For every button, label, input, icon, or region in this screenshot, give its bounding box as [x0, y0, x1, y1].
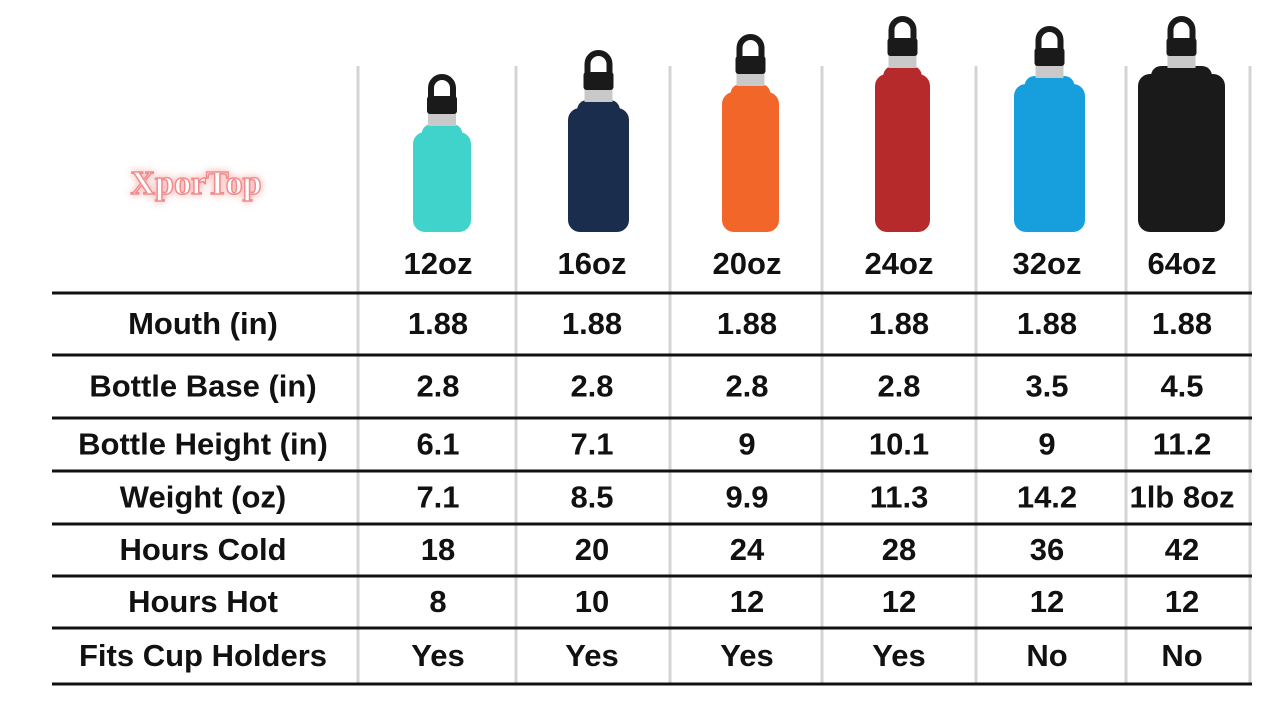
column-header: 12oz — [404, 246, 473, 281]
bottle-handle — [736, 34, 765, 58]
cell-value: 1.88 — [717, 306, 777, 341]
cell-value: 36 — [1030, 532, 1064, 567]
cell-value: 9 — [1038, 427, 1055, 462]
bottle-cap — [427, 96, 457, 114]
bottle-handle — [428, 74, 456, 98]
bottle — [1014, 26, 1085, 232]
column-header: 20oz — [713, 246, 782, 281]
bottle — [413, 74, 471, 232]
cell-value: 12 — [730, 584, 764, 619]
cell-value: 2.8 — [416, 369, 459, 404]
bottle — [568, 50, 629, 232]
cell-value: 8.5 — [570, 480, 613, 515]
cell-value: 4.5 — [1160, 369, 1203, 404]
cell-value: 14.2 — [1017, 480, 1077, 515]
bottle-collar — [584, 88, 613, 102]
cell-value: 10.1 — [869, 427, 929, 462]
watermark: XporTop — [130, 165, 261, 202]
column-header: 32oz — [1013, 246, 1082, 281]
cell-value: 6.1 — [416, 427, 459, 462]
column-header: 16oz — [558, 246, 627, 281]
cell-value: No — [1161, 638, 1202, 673]
bottle — [1138, 16, 1225, 232]
bottle-collar — [888, 54, 917, 68]
bottle-collar — [1035, 64, 1064, 78]
cell-value: 11.3 — [870, 480, 929, 515]
bottle-cap — [1166, 38, 1197, 56]
cell-value: 10 — [575, 584, 609, 619]
bottle-body — [1014, 84, 1085, 232]
bottle — [875, 16, 930, 232]
bottle-body — [722, 92, 779, 232]
table-lines — [52, 66, 1252, 686]
bottle-shoulder — [730, 84, 771, 106]
cell-value: 9 — [738, 427, 755, 462]
cell-value: 12 — [1030, 584, 1064, 619]
bottle-body — [413, 132, 471, 232]
bottle-body — [875, 74, 930, 232]
bottle-body — [1138, 74, 1225, 232]
row-label: Hours Cold — [119, 532, 286, 567]
cell-value: 1.88 — [562, 306, 622, 341]
cell-value: 42 — [1165, 532, 1199, 567]
bottle-shoulder — [1151, 66, 1212, 88]
table-cells: 12oz 16oz 20oz 24oz 32oz 64oz Mouth (in) 1.88 1.… — [78, 246, 1234, 673]
cell-value: 8 — [429, 584, 446, 619]
row-label: Hours Hot — [128, 584, 278, 619]
cell-value: 12 — [1165, 584, 1199, 619]
cell-value: 1.88 — [1152, 306, 1212, 341]
bottle — [722, 34, 779, 232]
bottle-body — [568, 108, 629, 232]
bottle-shoulder — [577, 100, 620, 122]
bottle-images — [413, 16, 1225, 232]
bottle-handle — [584, 50, 613, 74]
column-header: 24oz — [865, 246, 934, 281]
bottle-shoulder — [1024, 76, 1075, 98]
bottle-cap — [583, 72, 614, 90]
cell-value: 20 — [575, 532, 609, 567]
cell-value: 2.8 — [877, 369, 920, 404]
cell-value: Yes — [720, 638, 773, 673]
bottle-collar — [428, 112, 456, 126]
row-label: Mouth (in) — [128, 306, 278, 341]
bottle-collar — [736, 72, 765, 86]
bottle-collar — [1167, 54, 1196, 68]
bottle-cap — [735, 56, 766, 74]
bottle-shoulder — [883, 66, 922, 88]
row-label: Bottle Base (in) — [89, 369, 316, 404]
column-header: 64oz — [1148, 246, 1217, 281]
bottle-handle — [888, 16, 917, 40]
cell-value: 12 — [882, 584, 916, 619]
cell-value: Yes — [565, 638, 618, 673]
cell-value: 1.88 — [1017, 306, 1077, 341]
row-label: Bottle Height (in) — [78, 427, 328, 462]
bottle-cap — [887, 38, 918, 56]
cell-value: 18 — [421, 532, 455, 567]
cell-value: 7.1 — [416, 480, 459, 515]
cell-value: No — [1026, 638, 1067, 673]
row-label: Weight (oz) — [120, 480, 286, 515]
cell-value: 1lb 8oz — [1129, 480, 1234, 515]
cell-value: 7.1 — [570, 427, 613, 462]
cell-value: Yes — [872, 638, 925, 673]
cell-value: 1.88 — [408, 306, 468, 341]
cell-value: 2.8 — [570, 369, 613, 404]
row-label: Fits Cup Holders — [79, 638, 327, 673]
bottle-handle — [1035, 26, 1064, 50]
cell-value: Yes — [411, 638, 464, 673]
bottle-shoulder — [421, 124, 463, 146]
cell-value: 9.9 — [725, 480, 768, 515]
cell-value: 2.8 — [725, 369, 768, 404]
cell-value: 28 — [882, 532, 916, 567]
cell-value: 3.5 — [1025, 369, 1068, 404]
bottle-handle — [1167, 16, 1196, 40]
cell-value: 11.2 — [1153, 427, 1212, 462]
cell-value: 24 — [730, 532, 765, 567]
cell-value: 1.88 — [869, 306, 929, 341]
bottle-cap — [1034, 48, 1065, 66]
